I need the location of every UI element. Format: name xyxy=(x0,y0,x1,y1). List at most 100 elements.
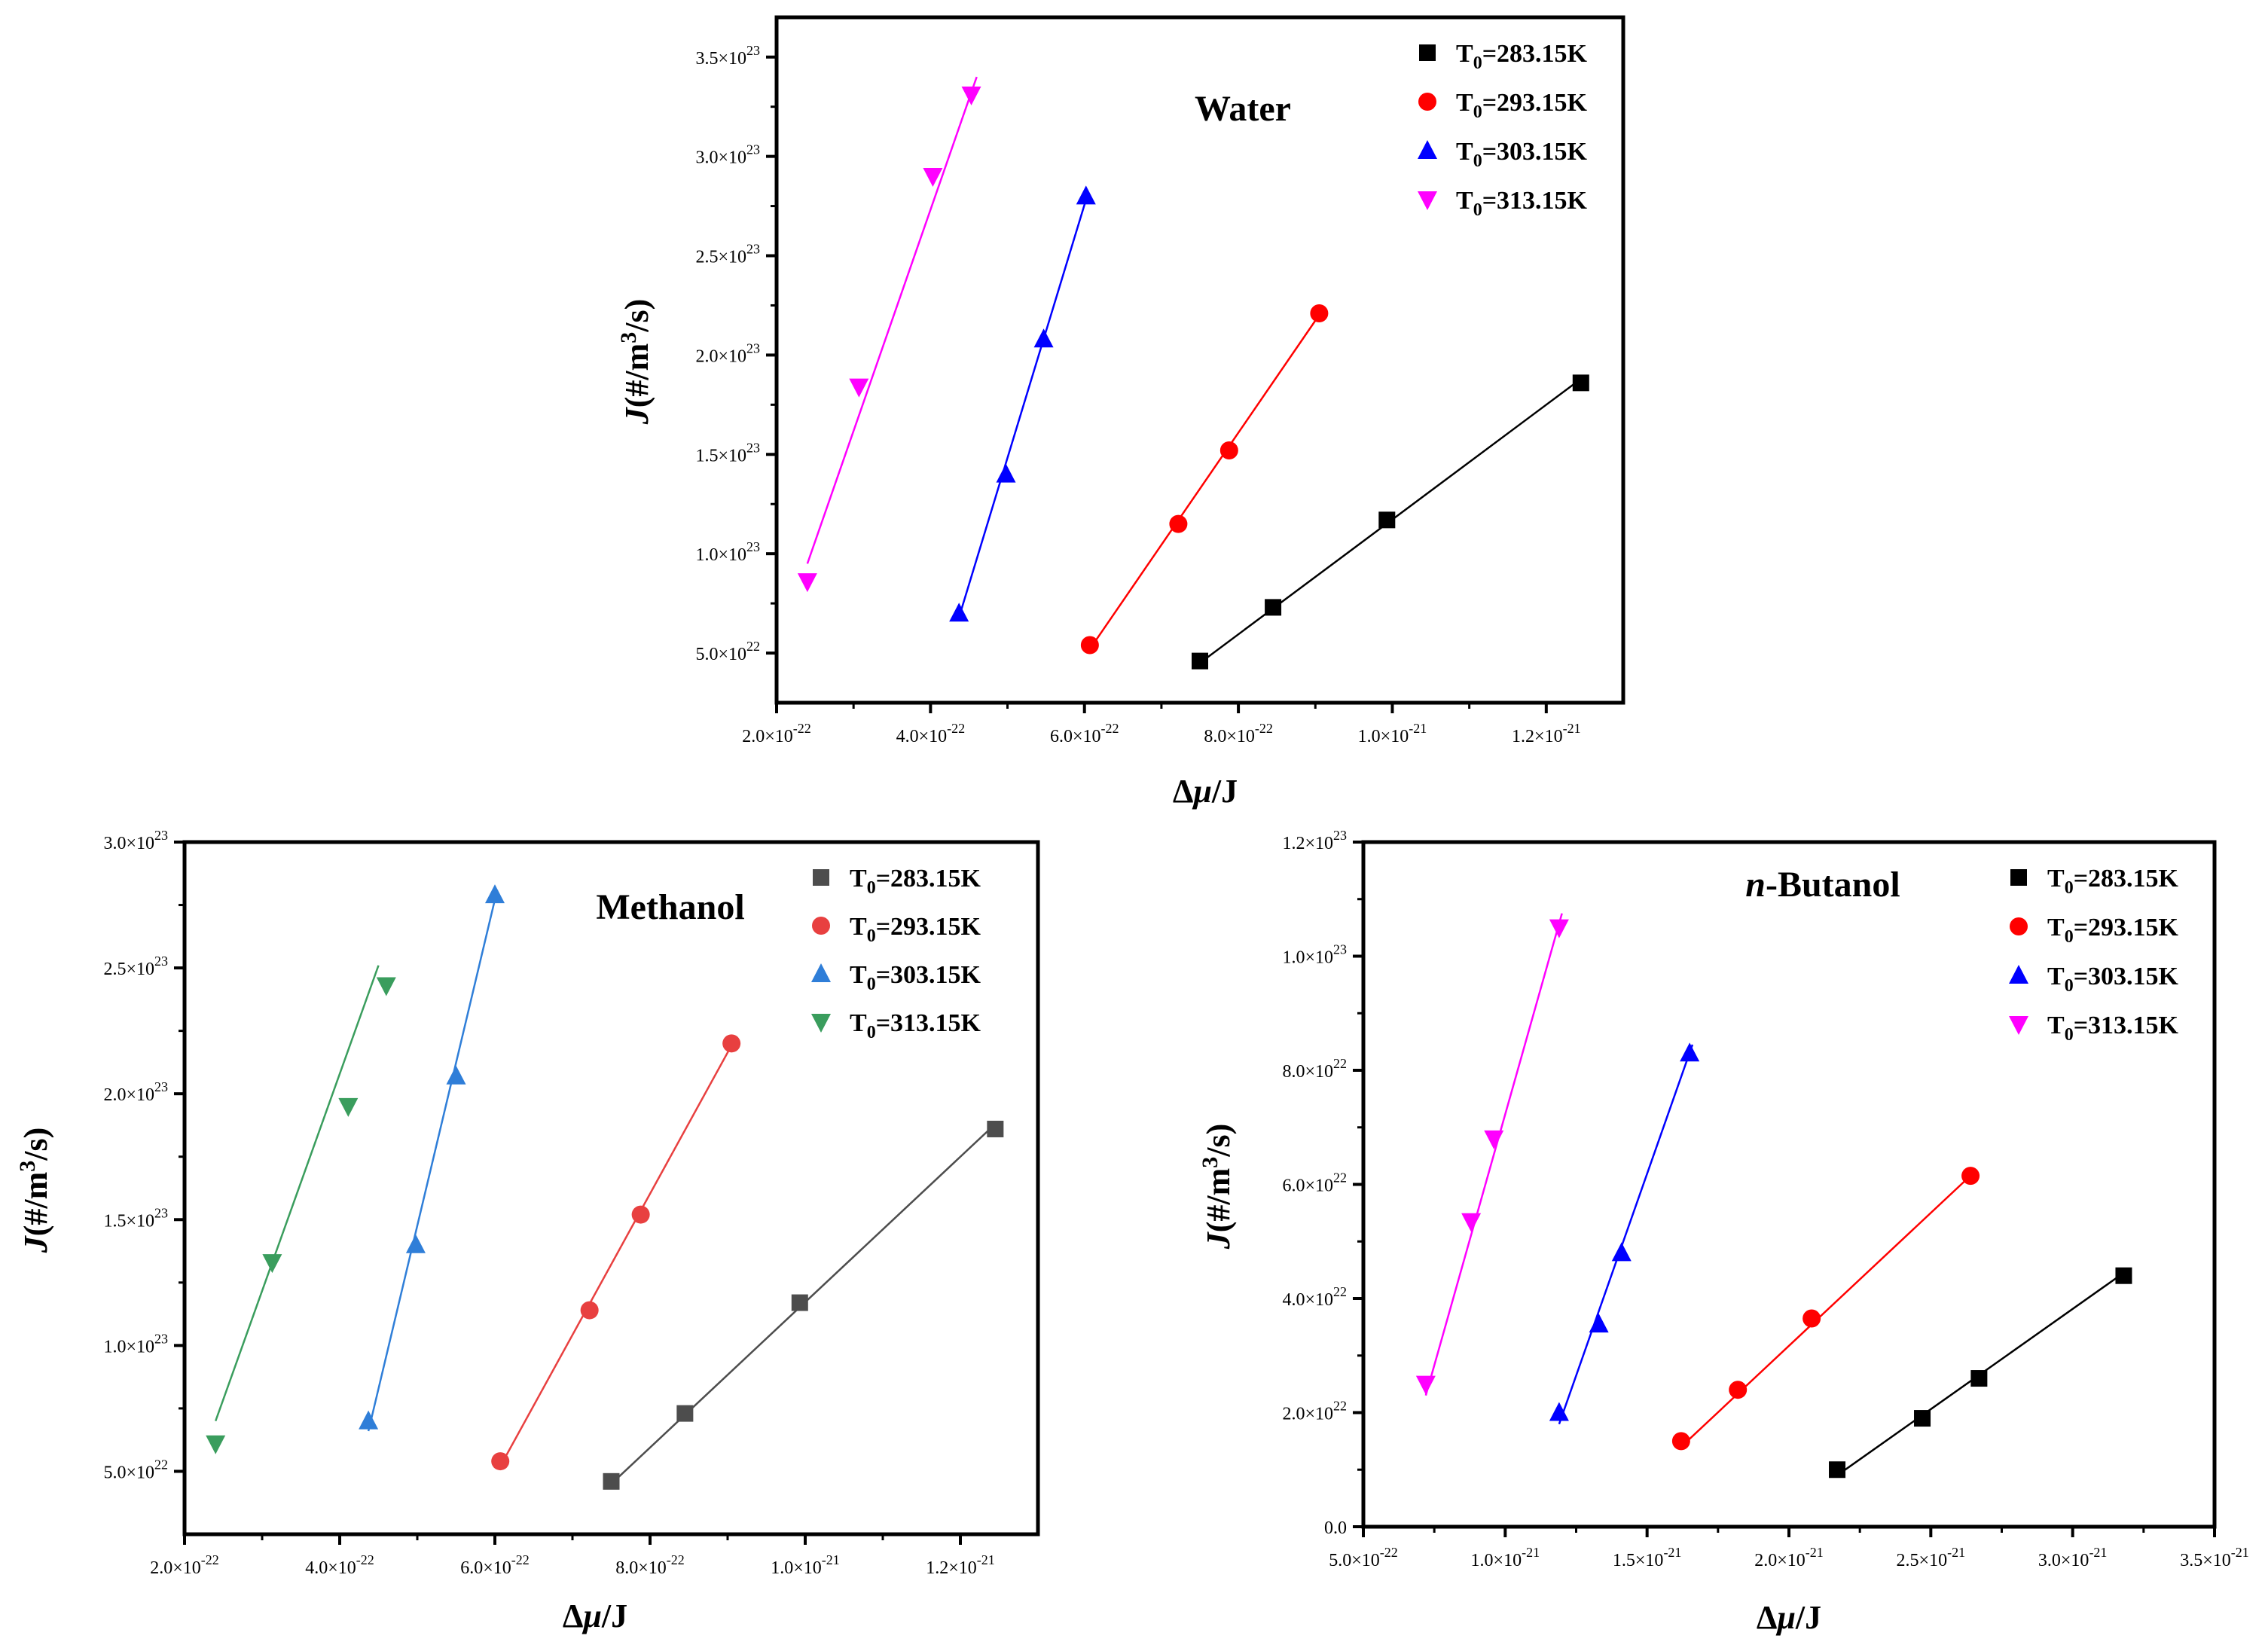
y-tick-label: 2.0×1023 xyxy=(695,340,760,366)
data-point xyxy=(1589,1314,1609,1333)
y-axis-label: J(#/m3/s) xyxy=(616,299,655,426)
y-axis-label: J(#/m3/s) xyxy=(1198,1124,1237,1250)
legend-marker xyxy=(811,963,831,982)
data-point xyxy=(676,1405,694,1422)
data-point xyxy=(1265,599,1282,616)
series-2 xyxy=(949,185,1096,622)
x-tick-label: 2.0×10-22 xyxy=(742,721,811,746)
data-point xyxy=(1671,1432,1690,1451)
y-tick-label: 1.0×1023 xyxy=(1282,942,1347,968)
x-tick-label: 5.0×10-22 xyxy=(1329,1545,1398,1570)
data-point xyxy=(1310,304,1329,323)
data-point xyxy=(1378,511,1396,529)
n-butanol-chart: 5.0×10-22 1.0×10-21 1.5×10-21 2.0×10-21 2.5×… xyxy=(1198,828,2249,1636)
x-tick-label: 4.0×10-22 xyxy=(305,1552,374,1578)
legend-label: T0=283.15K xyxy=(850,865,981,898)
chart-title: n-Butanol xyxy=(1745,865,1900,905)
data-point xyxy=(1729,1381,1748,1399)
data-point xyxy=(797,573,817,593)
x-tick-label: 1.2×10-21 xyxy=(926,1552,995,1578)
data-point xyxy=(262,1254,282,1274)
y-tick-label: 1.0×1023 xyxy=(695,539,760,565)
data-point xyxy=(1169,514,1188,533)
data-point xyxy=(1192,652,1208,670)
y-tick-label: 1.5×1023 xyxy=(695,440,760,465)
legend-marker xyxy=(2010,917,2028,935)
data-point xyxy=(631,1205,650,1224)
y-tick-label: 2.5×1023 xyxy=(695,242,760,267)
fit-line xyxy=(1088,309,1324,650)
data-point xyxy=(1961,1167,1980,1186)
data-point xyxy=(2115,1267,2132,1284)
data-point xyxy=(949,603,969,622)
y-tick-label: 2.5×1023 xyxy=(103,954,168,979)
y-tick-label: 0.0 xyxy=(1324,1518,1347,1538)
x-tick-label: 2.5×10-21 xyxy=(1897,1545,1966,1570)
data-point xyxy=(722,1034,741,1053)
legend-label: T0=283.15K xyxy=(1456,40,1588,73)
x-tick-label: 8.0×10-22 xyxy=(1204,721,1273,746)
x-tick-label: 1.2×10-21 xyxy=(1512,721,1581,746)
x-axis-label: Δμ/J xyxy=(563,1598,627,1634)
data-point xyxy=(446,1065,466,1085)
plot-frame xyxy=(182,840,1040,1537)
legend-marker xyxy=(812,917,830,935)
fit-line xyxy=(1680,1172,1974,1448)
x-axis-label: Δμ/J xyxy=(1757,1599,1821,1636)
series-2 xyxy=(1549,1042,1700,1425)
y-tick-label: 2.0×1022 xyxy=(1282,1399,1347,1424)
fit-line xyxy=(367,890,499,1432)
x-tick-label: 1.0×10-21 xyxy=(1358,721,1427,746)
plot-frame xyxy=(1361,840,2217,1529)
data-point xyxy=(603,1472,620,1490)
data-point xyxy=(1415,1375,1436,1395)
data-point xyxy=(1802,1309,1821,1328)
y-tick-label: 4.0×1022 xyxy=(1282,1284,1347,1310)
series-0 xyxy=(603,1120,1004,1490)
y-tick-label: 3.0×1023 xyxy=(695,142,760,168)
y-tick-label: 6.0×1022 xyxy=(1282,1170,1347,1196)
data-point xyxy=(1611,1242,1632,1262)
data-point xyxy=(1970,1370,1988,1387)
legend-marker xyxy=(1418,191,1437,210)
x-tick-label: 1.0×10-21 xyxy=(771,1552,840,1578)
chart-title: Methanol xyxy=(596,887,744,927)
series-0 xyxy=(1829,1267,2132,1479)
fit-line xyxy=(499,1038,737,1467)
series-1 xyxy=(491,1034,741,1471)
data-point xyxy=(485,884,505,904)
data-point xyxy=(376,977,396,996)
legend-marker xyxy=(2010,869,2027,886)
x-tick-label: 1.0×10-21 xyxy=(1471,1545,1540,1570)
fit-line xyxy=(957,191,1090,618)
x-axis-label: Δμ/J xyxy=(1173,773,1238,810)
legend-label: T0=293.15K xyxy=(2047,914,2179,947)
legend-label: T0=303.15K xyxy=(850,961,981,994)
legend-label: T0=293.15K xyxy=(1456,89,1588,122)
series-0 xyxy=(1192,374,1589,670)
legend-label: T0=293.15K xyxy=(850,913,981,946)
data-point xyxy=(1080,636,1099,655)
data-point xyxy=(206,1435,226,1454)
data-point xyxy=(405,1234,426,1253)
data-point xyxy=(961,86,981,105)
x-tick-label: 3.0×10-21 xyxy=(2038,1545,2108,1570)
legend-marker xyxy=(1418,93,1436,111)
x-tick-label: 8.0×10-22 xyxy=(615,1552,685,1578)
data-point xyxy=(1572,374,1589,392)
methanol-chart: 2.0×10-22 4.0×10-22 6.0×10-22 8.0×10-22 1.0×… xyxy=(15,828,1040,1634)
data-point xyxy=(1033,328,1054,348)
y-tick-label: 3.0×1023 xyxy=(103,828,168,853)
data-point xyxy=(1484,1130,1504,1149)
x-tick-label: 2.0×10-22 xyxy=(150,1552,219,1578)
y-tick-label: 5.0×1022 xyxy=(695,639,760,664)
data-point xyxy=(1219,441,1238,460)
legend-marker xyxy=(1419,44,1436,61)
legend-label: T0=303.15K xyxy=(2047,963,2179,996)
legend-label: T0=303.15K xyxy=(1456,138,1588,171)
y-axis-label: J(#/m3/s) xyxy=(15,1128,54,1254)
legend-marker xyxy=(1418,140,1437,159)
data-point xyxy=(987,1120,1004,1137)
fit-line xyxy=(1558,1044,1694,1425)
